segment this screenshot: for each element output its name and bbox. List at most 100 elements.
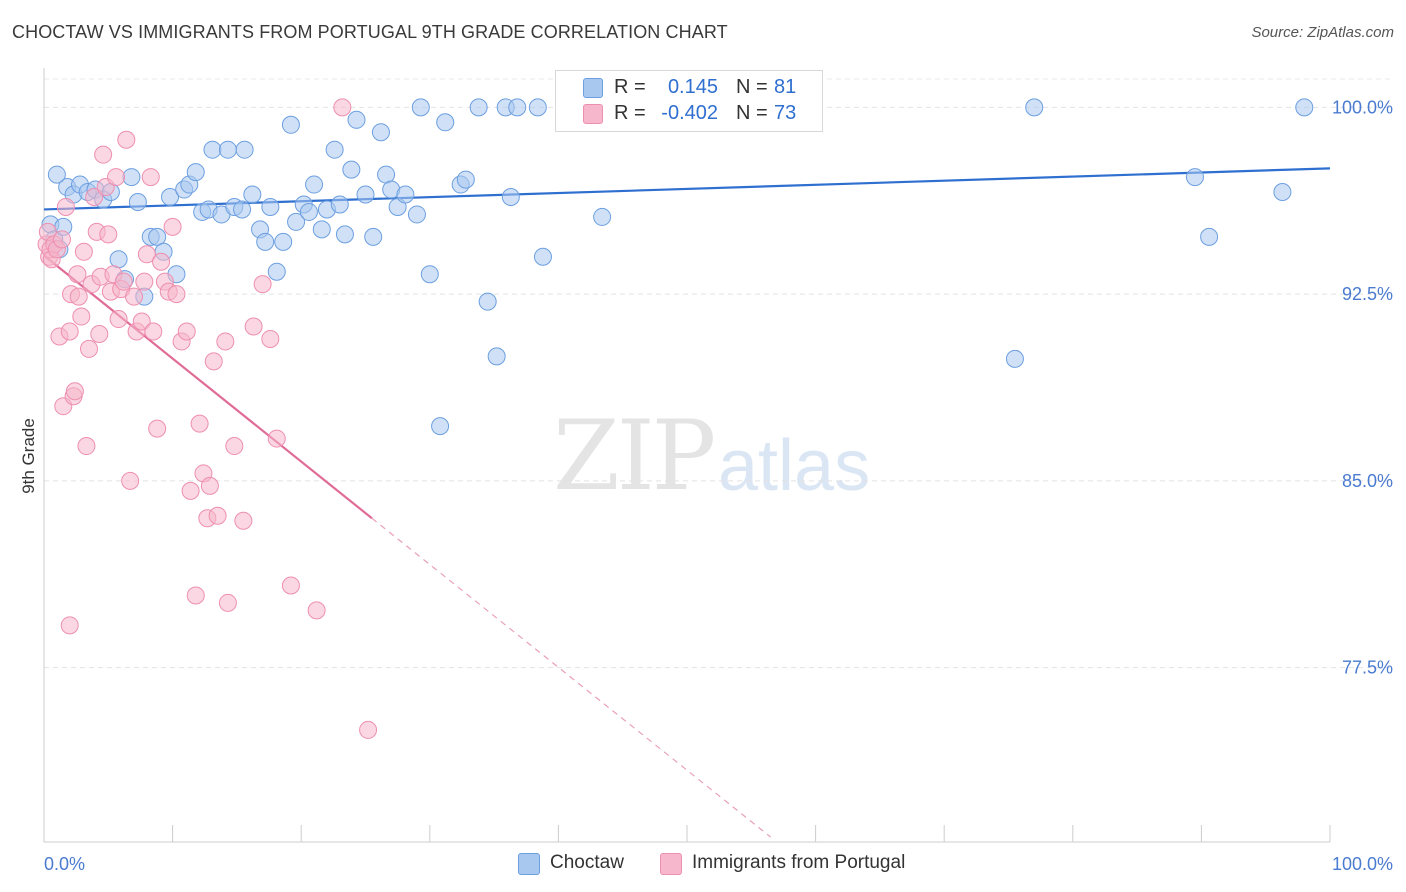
point-choctaw xyxy=(312,220,331,239)
point-portugal xyxy=(218,593,237,612)
point-portugal xyxy=(80,339,99,358)
point-choctaw xyxy=(243,185,262,204)
legend-n-value: 81 xyxy=(774,76,797,98)
trend-line-choctaw xyxy=(43,167,1331,211)
legend-label-portugal: Immigrants from Portugal xyxy=(692,852,906,873)
y-tick-label: 92.5% xyxy=(1342,284,1393,304)
y-axis-label: 9th Grade xyxy=(19,418,38,494)
point-portugal xyxy=(65,382,84,401)
legend-row-choctaw: R = 0.145 N = 81 xyxy=(556,75,822,101)
point-choctaw xyxy=(377,165,396,184)
point-choctaw xyxy=(1005,349,1024,368)
point-choctaw xyxy=(411,98,430,117)
point-portugal xyxy=(204,352,223,371)
point-portugal xyxy=(190,414,209,433)
point-portugal xyxy=(261,329,280,348)
chart-title: CHOCTAW VS IMMIGRANTS FROM PORTUGAL 9TH … xyxy=(12,22,728,42)
point-portugal xyxy=(60,616,79,635)
point-choctaw xyxy=(325,140,344,159)
trend-line-portugal-extension xyxy=(371,517,771,838)
point-portugal xyxy=(121,471,140,490)
point-portugal xyxy=(94,145,113,164)
point-choctaw xyxy=(122,168,141,187)
watermark-atlas: atlas xyxy=(718,426,871,506)
y-tick-label: 100.0% xyxy=(1332,97,1393,117)
legend-label-choctaw: Choctaw xyxy=(550,852,624,873)
point-portugal xyxy=(152,252,171,271)
point-portugal xyxy=(181,481,200,500)
point-choctaw xyxy=(261,197,280,216)
point-portugal xyxy=(68,265,87,284)
point-choctaw xyxy=(478,292,497,311)
point-choctaw xyxy=(161,188,180,207)
point-portugal xyxy=(137,245,156,264)
point-portugal xyxy=(216,332,235,351)
point-choctaw xyxy=(335,225,354,244)
point-choctaw xyxy=(281,115,300,134)
point-portugal xyxy=(107,168,126,187)
point-portugal xyxy=(117,130,136,149)
legend-swatch-choctaw xyxy=(518,853,540,875)
point-portugal xyxy=(267,429,286,448)
y-tick-label: 77.5% xyxy=(1342,658,1393,678)
point-choctaw xyxy=(347,110,366,129)
point-choctaw xyxy=(256,232,275,251)
point-portugal xyxy=(53,230,72,249)
trend-line-portugal xyxy=(43,254,373,520)
point-portugal xyxy=(125,287,144,306)
legend-n-label: N = xyxy=(736,76,768,98)
point-choctaw xyxy=(396,185,415,204)
source-label: Source: ZipAtlas.com xyxy=(1251,24,1394,41)
point-choctaw xyxy=(371,123,390,142)
point-choctaw xyxy=(364,227,383,246)
series-legend: Choctaw Immigrants from Portugal xyxy=(0,852,1406,878)
legend-swatch-choctaw xyxy=(583,78,603,98)
point-choctaw xyxy=(528,98,547,117)
point-choctaw xyxy=(1025,98,1044,117)
point-choctaw xyxy=(420,265,439,284)
point-choctaw xyxy=(1295,98,1314,117)
x-tick-label: 0.0% xyxy=(44,854,85,874)
point-portugal xyxy=(74,242,93,261)
point-choctaw xyxy=(128,192,147,211)
watermark-zip: ZIP xyxy=(553,400,716,512)
point-portugal xyxy=(144,322,163,341)
point-portugal xyxy=(333,98,352,117)
point-choctaw xyxy=(287,212,306,231)
x-tick-label: 100.0% xyxy=(1332,854,1393,874)
point-portugal xyxy=(163,217,182,236)
point-choctaw xyxy=(1273,183,1292,202)
point-portugal xyxy=(72,307,91,326)
point-portugal xyxy=(225,437,244,456)
point-portugal xyxy=(109,310,128,329)
point-portugal xyxy=(99,225,118,244)
point-choctaw xyxy=(456,170,475,189)
point-choctaw xyxy=(533,247,552,266)
point-choctaw xyxy=(487,347,506,366)
point-choctaw xyxy=(356,185,375,204)
point-choctaw xyxy=(469,98,488,117)
point-choctaw xyxy=(267,262,286,281)
legend-n-value: 73 xyxy=(774,102,797,124)
point-portugal xyxy=(135,272,154,291)
point-portugal xyxy=(307,601,326,620)
point-portugal xyxy=(114,272,133,291)
grid-lines xyxy=(44,78,1392,669)
point-portugal xyxy=(60,322,79,341)
point-portugal xyxy=(90,324,109,343)
point-choctaw xyxy=(501,188,520,207)
data-points xyxy=(37,98,1314,739)
point-choctaw xyxy=(109,250,128,269)
point-choctaw xyxy=(186,163,205,182)
trend-lines xyxy=(43,167,1331,838)
legend-swatch-portugal xyxy=(583,104,603,124)
stats-legend: R = 0.145 N = 81 R = -0.402 N = 73 xyxy=(555,70,823,132)
point-portugal xyxy=(208,506,227,525)
point-portugal xyxy=(56,197,75,216)
legend-r-label: R = xyxy=(614,102,646,124)
point-choctaw xyxy=(1200,227,1219,246)
legend-r-value: 0.145 xyxy=(667,76,718,98)
point-choctaw xyxy=(305,175,324,194)
point-choctaw xyxy=(218,140,237,159)
